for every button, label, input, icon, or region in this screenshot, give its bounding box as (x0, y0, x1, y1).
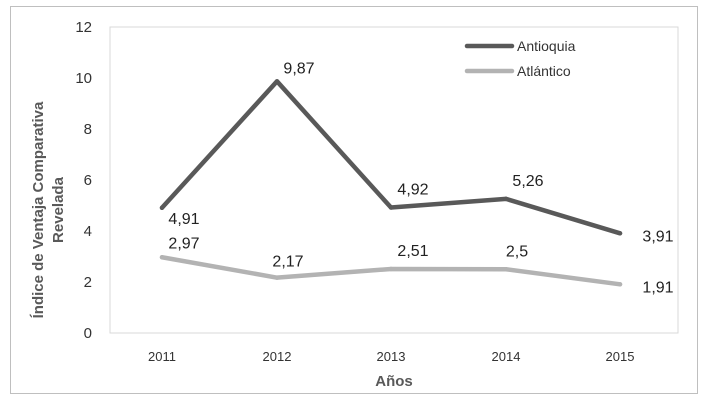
y-tick-label: 10 (75, 70, 92, 87)
data-label: 2,51 (397, 243, 428, 260)
data-point (617, 282, 623, 287)
y-axis-title: Índice de Ventaja Comparativa Revelada (30, 101, 67, 318)
series-lines (159, 79, 623, 287)
series-line-antioquia (159, 79, 623, 236)
data-label: 2,97 (168, 235, 199, 252)
x-axis-ticks: 2011 2012 2013 2014 2015 (148, 349, 634, 364)
data-point (159, 205, 165, 210)
data-label: 4,91 (168, 211, 199, 228)
data-point (388, 266, 394, 272)
legend: Antioquia Atlántico (464, 38, 576, 79)
data-label: 5,26 (512, 173, 543, 190)
y-tick-label: 0 (84, 325, 92, 342)
y-tick-label: 2 (84, 274, 92, 291)
y-tick-label: 12 (75, 19, 92, 36)
y-axis-title-line-2: Revelada (50, 176, 67, 243)
chart-frame (10, 6, 698, 394)
plot-area (109, 26, 679, 334)
y-axis-title-line-1: Índice de Ventaja Comparativa (30, 101, 47, 318)
x-tick-label: 2011 (148, 349, 176, 364)
data-label: 4,92 (397, 182, 428, 199)
data-point (274, 275, 280, 280)
x-tick-label: 2014 (492, 349, 521, 364)
legend-label-antioquia: Antioquia (517, 38, 576, 54)
data-point (503, 196, 509, 202)
x-tick-label: 2012 (263, 349, 292, 364)
x-axis-title: Años (375, 373, 413, 390)
data-point (159, 255, 165, 260)
y-tick-label: 6 (84, 172, 92, 189)
data-point (388, 205, 394, 210)
data-label: 2,17 (272, 254, 303, 271)
data-label: 9,87 (283, 60, 314, 77)
y-axis-ticks: 0 2 4 6 8 10 12 (75, 19, 92, 342)
data-labels: 4,91 9,87 4,92 5,26 3,91 2,97 2,17 2,51 2,5 1,91 (168, 60, 673, 296)
x-tick-label: 2015 (606, 349, 635, 364)
legend-label-atlantico: Atlántico (517, 63, 571, 79)
y-tick-label: 4 (84, 223, 92, 240)
data-point (503, 267, 509, 272)
data-label: 2,5 (506, 243, 528, 260)
data-point (617, 231, 623, 236)
y-tick-label: 8 (84, 121, 92, 138)
data-label: 3,91 (642, 228, 673, 245)
data-label: 1,91 (642, 279, 673, 296)
x-tick-label: 2013 (377, 349, 406, 364)
data-point (274, 79, 280, 84)
